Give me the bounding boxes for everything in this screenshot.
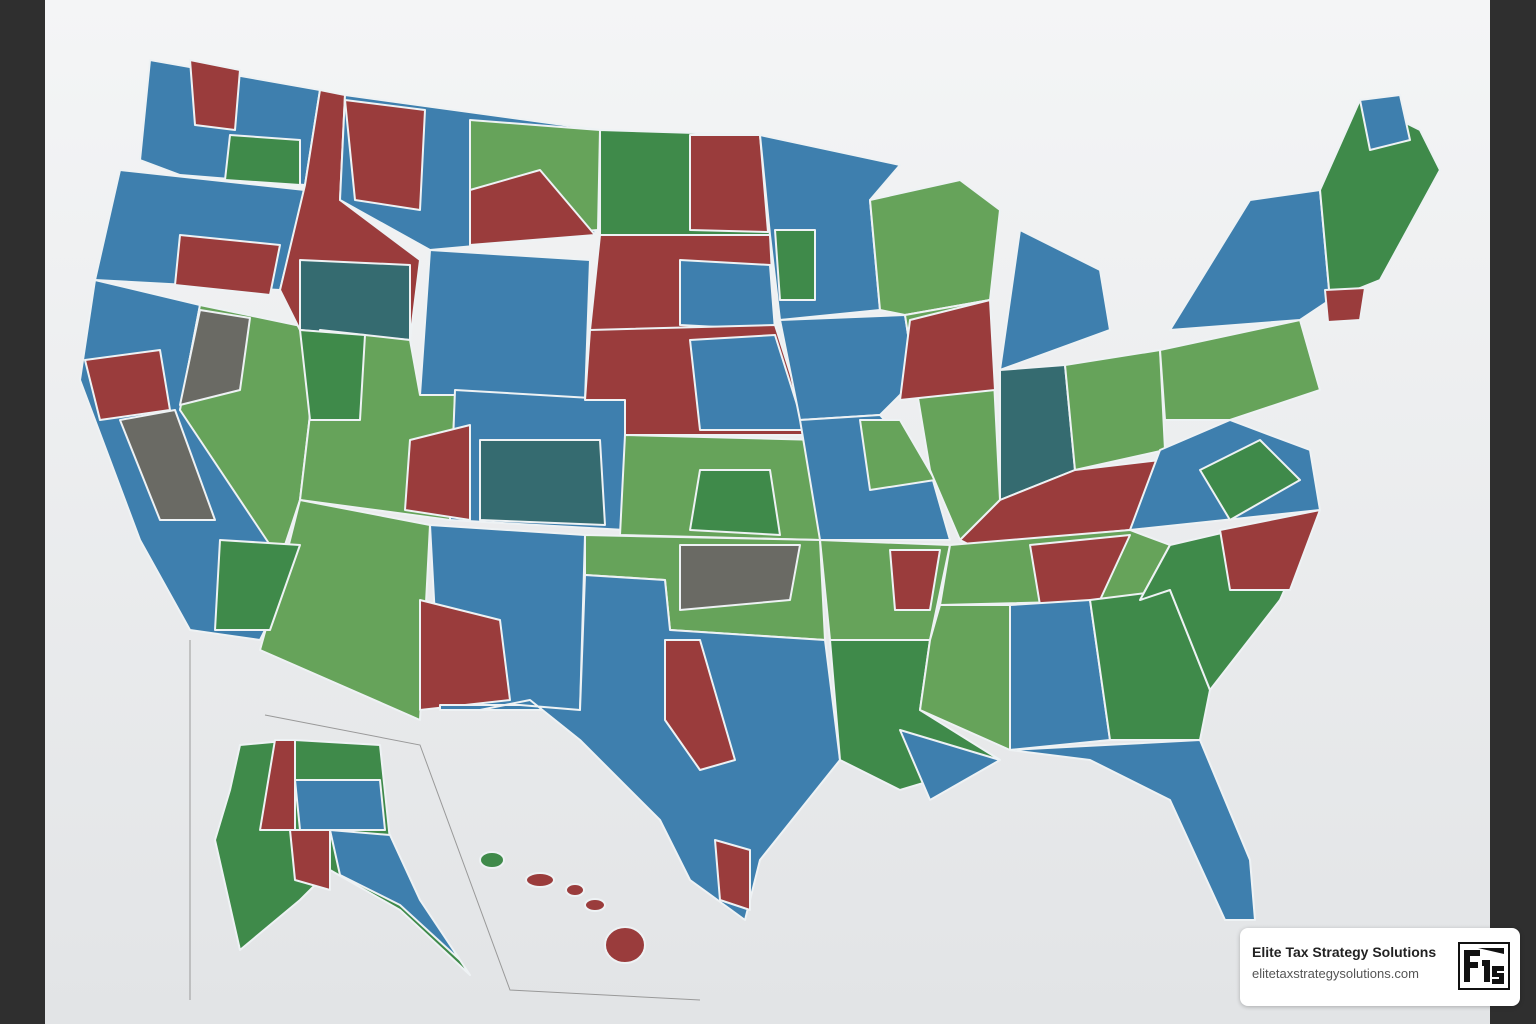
- region: [224, 134, 301, 186]
- region: [1009, 739, 1256, 921]
- watermark: Elite Tax Strategy Solutions elitetaxstr…: [1240, 928, 1520, 1006]
- region: [299, 329, 366, 421]
- region: [404, 424, 471, 521]
- region: [1159, 319, 1321, 421]
- watermark-url: elitetaxstrategysolutions.com: [1252, 966, 1419, 981]
- region: [584, 898, 606, 912]
- logo: [1458, 942, 1510, 990]
- region: [689, 134, 769, 233]
- region: [679, 544, 801, 611]
- region: [774, 229, 816, 301]
- region: [119, 409, 216, 521]
- region: [714, 839, 751, 911]
- region: [899, 299, 996, 401]
- region: [604, 926, 646, 964]
- region: [664, 639, 736, 771]
- region: [919, 604, 1011, 751]
- region: [479, 439, 606, 526]
- region: [899, 729, 1001, 801]
- region: [344, 99, 426, 211]
- region: [214, 539, 301, 631]
- region: [419, 599, 511, 711]
- region: [869, 179, 1001, 316]
- region: [689, 469, 781, 536]
- region: [1324, 287, 1366, 323]
- region: [1219, 509, 1321, 591]
- region: [1064, 349, 1166, 471]
- region: [779, 314, 916, 421]
- region: [329, 829, 461, 961]
- region: [999, 229, 1111, 371]
- region: [1199, 439, 1301, 521]
- region: [1359, 94, 1411, 151]
- watermark-title: Elite Tax Strategy Solutions: [1252, 944, 1437, 960]
- region: [889, 549, 941, 611]
- region: [174, 234, 281, 296]
- region: [439, 574, 841, 921]
- region: [565, 883, 585, 897]
- region: [289, 829, 331, 891]
- region: [419, 249, 591, 401]
- region: [679, 259, 776, 331]
- states: [79, 59, 1441, 976]
- region: [294, 779, 386, 831]
- inset-border: [264, 714, 701, 1001]
- region: [469, 169, 596, 246]
- region: [479, 851, 505, 869]
- region: [179, 309, 251, 406]
- region: [84, 349, 171, 421]
- region: [525, 872, 555, 888]
- region: [189, 59, 241, 131]
- region: [299, 259, 411, 341]
